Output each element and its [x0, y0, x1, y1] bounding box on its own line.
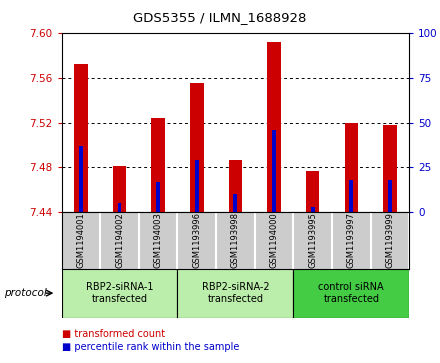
- Text: GSM1193999: GSM1193999: [385, 213, 394, 268]
- Bar: [272, 130, 276, 212]
- Text: control siRNA
transfected: control siRNA transfected: [319, 282, 384, 304]
- Text: GSM1194001: GSM1194001: [77, 213, 85, 268]
- Bar: [293, 269, 409, 318]
- Text: GSM1193996: GSM1193996: [192, 212, 201, 269]
- Text: GSM1193998: GSM1193998: [231, 212, 240, 269]
- Bar: [195, 160, 199, 212]
- Bar: [113, 166, 126, 212]
- Text: ■ transformed count: ■ transformed count: [62, 329, 165, 339]
- Bar: [156, 182, 160, 212]
- Bar: [74, 64, 88, 212]
- Bar: [62, 269, 177, 318]
- Text: protocol: protocol: [4, 288, 47, 298]
- Text: GSM1193997: GSM1193997: [347, 212, 356, 269]
- Bar: [388, 180, 392, 212]
- Text: GSM1193995: GSM1193995: [308, 213, 317, 268]
- Bar: [345, 123, 358, 212]
- Bar: [190, 83, 204, 212]
- Text: GDS5355 / ILMN_1688928: GDS5355 / ILMN_1688928: [133, 11, 307, 24]
- Bar: [311, 207, 315, 212]
- Bar: [267, 42, 281, 212]
- Text: GSM1194002: GSM1194002: [115, 213, 124, 268]
- Bar: [151, 118, 165, 212]
- Bar: [177, 269, 293, 318]
- Bar: [306, 171, 319, 212]
- Text: ■ percentile rank within the sample: ■ percentile rank within the sample: [62, 342, 239, 352]
- Bar: [117, 203, 121, 212]
- Text: RBP2-siRNA-1
transfected: RBP2-siRNA-1 transfected: [86, 282, 153, 304]
- Text: GSM1194000: GSM1194000: [270, 213, 279, 268]
- Bar: [349, 180, 353, 212]
- Bar: [383, 125, 396, 212]
- Bar: [79, 146, 83, 212]
- Text: RBP2-siRNA-2
transfected: RBP2-siRNA-2 transfected: [202, 282, 269, 304]
- Bar: [234, 195, 237, 212]
- Bar: [229, 160, 242, 212]
- Text: GSM1194003: GSM1194003: [154, 213, 163, 268]
